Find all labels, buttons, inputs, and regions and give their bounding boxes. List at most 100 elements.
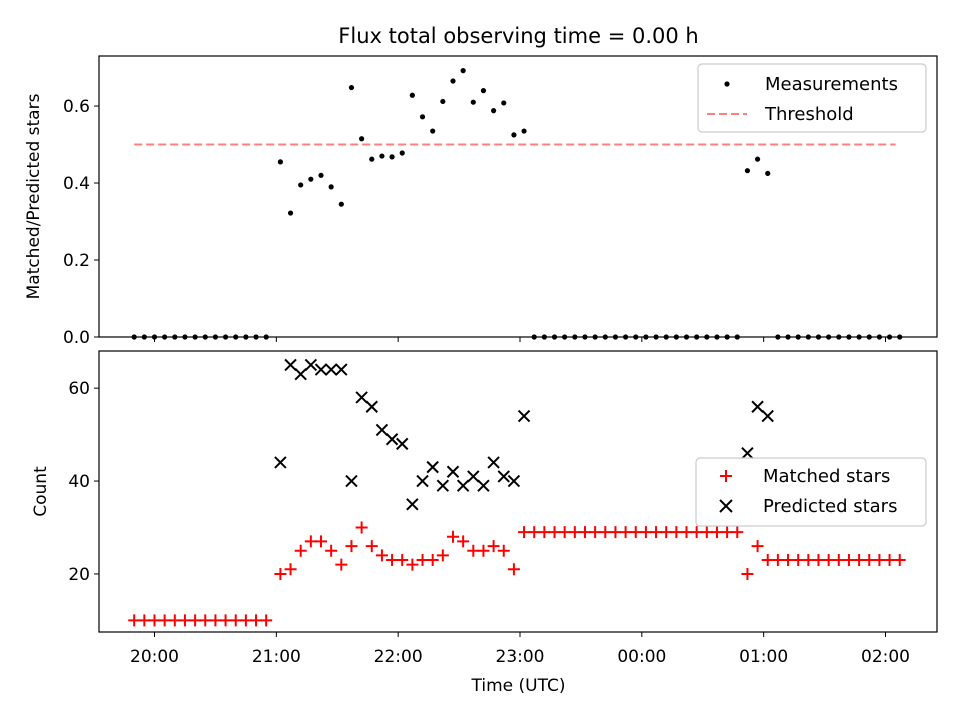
- matched-stars-point: [436, 549, 449, 562]
- measurement-point: [460, 68, 466, 74]
- matched-stars-point: [158, 614, 171, 627]
- x-tick-label: 01:00: [739, 647, 788, 667]
- predicted-stars-point: [365, 400, 378, 413]
- matched-stars-point: [315, 535, 328, 548]
- measurement-point: [399, 150, 405, 156]
- bottom-y-tick-label: 40: [68, 472, 90, 492]
- matched-stars-point: [375, 549, 388, 562]
- predicted-stars-point: [284, 358, 297, 372]
- bottom-panel-plot-area: [128, 358, 906, 627]
- bottom-legend-box: [695, 457, 927, 527]
- matched-stars-point: [792, 554, 805, 567]
- measurement-point: [440, 98, 446, 105]
- predicted-stars-point: [304, 358, 318, 372]
- matched-stars-point: [700, 526, 713, 539]
- matched-stars-point: [304, 535, 317, 548]
- matched-stars-point: [426, 554, 439, 567]
- matched-stars-point: [168, 614, 181, 627]
- measurement-point: [470, 99, 476, 105]
- matched-stars-point: [568, 526, 581, 539]
- matched-stars-point: [365, 540, 378, 553]
- predicted-stars-point: [446, 465, 460, 478]
- matched-stars-point: [239, 614, 252, 627]
- measurement-point: [491, 108, 497, 114]
- matched-stars-point: [128, 614, 141, 627]
- top-panel-frame: [98, 55, 938, 338]
- matched-stars-point: [138, 614, 151, 627]
- predicted-stars-point: [751, 400, 764, 413]
- x-tick-label: 21:00: [252, 647, 301, 667]
- measurement-point: [450, 78, 456, 84]
- matched-stars-point: [771, 554, 784, 567]
- matched-stars-point: [178, 614, 191, 627]
- matched-stars-point: [650, 526, 663, 539]
- measurement-point: [287, 210, 294, 216]
- bottom-panel-frame: [98, 350, 938, 633]
- matched-stars-point: [294, 544, 307, 557]
- predicted-stars-point: [324, 363, 338, 376]
- matched-stars-point: [782, 554, 795, 567]
- matched-stars-point: [406, 558, 419, 571]
- matched-stars-point: [538, 526, 551, 539]
- matched-stars-point: [507, 563, 520, 576]
- x-tick-label: 23:00: [496, 647, 545, 667]
- predicted-stars-point: [375, 423, 389, 437]
- matched-stars-point: [629, 526, 642, 539]
- matched-stars-point: [199, 614, 212, 627]
- matched-stars-point: [345, 540, 358, 553]
- top-legend: Measurements Threshold: [697, 63, 927, 133]
- matched-stars-point: [219, 614, 232, 627]
- matched-stars-point: [751, 540, 764, 553]
- matched-stars-point: [589, 526, 602, 539]
- matched-stars-point: [209, 614, 222, 627]
- bottom-panel-axes: 20 40 60 20:00 21:00 22:00 23:00 00:00 01:00 02:0…: [68, 379, 910, 667]
- predicted-stars-point: [761, 409, 774, 423]
- predicted-stars-point: [436, 479, 450, 492]
- matched-stars-point: [710, 526, 723, 539]
- matched-stars-point: [274, 567, 287, 580]
- measurement-point: [318, 172, 324, 178]
- matched-stars-point: [680, 526, 693, 539]
- bottom-y-tick-label: 60: [68, 379, 90, 399]
- matched-stars-point: [893, 554, 906, 567]
- x-tick-label: 02:00: [861, 647, 910, 667]
- top-legend-box: [697, 63, 927, 133]
- matched-stars-point: [873, 554, 886, 567]
- legend-measurements-label: Measurements: [765, 74, 898, 95]
- matched-stars-point: [660, 526, 673, 539]
- predicted-stars-point: [416, 474, 429, 488]
- measurement-point: [389, 154, 395, 160]
- matched-stars-point: [761, 554, 774, 567]
- predicted-stars-point: [335, 363, 348, 376]
- measurement-point: [277, 159, 283, 165]
- legend-threshold-label: Threshold: [764, 104, 854, 125]
- measurement-point: [419, 114, 426, 120]
- matched-stars-point: [457, 535, 470, 548]
- legend-matched-stars-marker: [720, 470, 732, 482]
- measurement-point: [308, 176, 314, 182]
- predicted-stars-point: [507, 474, 521, 488]
- predicted-stars-point: [517, 409, 531, 423]
- measurement-point: [328, 184, 334, 190]
- matched-stars-point: [325, 544, 338, 557]
- matched-stars-point: [670, 526, 683, 539]
- matched-stars-point: [548, 526, 561, 539]
- predicted-stars-point: [314, 363, 328, 376]
- predicted-stars-point: [477, 479, 490, 492]
- matched-stars-point: [731, 526, 744, 539]
- matched-stars-point: [578, 526, 591, 539]
- legend-matched-stars-label: Matched stars: [763, 466, 890, 487]
- top-panel-plot-area: [131, 68, 903, 340]
- predicted-stars-point: [274, 456, 287, 469]
- top-panel-axes: 0.0 0.2 0.4 0.6: [63, 97, 886, 348]
- predicted-stars-point: [355, 391, 368, 404]
- measurement-point: [765, 170, 771, 177]
- measurement-point: [430, 128, 436, 134]
- chart-title: Flux total observing time = 0.00 h: [338, 24, 698, 48]
- measurement-point: [348, 84, 355, 91]
- measurement-point: [744, 168, 751, 174]
- measurement-point: [754, 156, 761, 162]
- predicted-stars-point: [396, 437, 409, 451]
- matched-stars-point: [355, 521, 368, 534]
